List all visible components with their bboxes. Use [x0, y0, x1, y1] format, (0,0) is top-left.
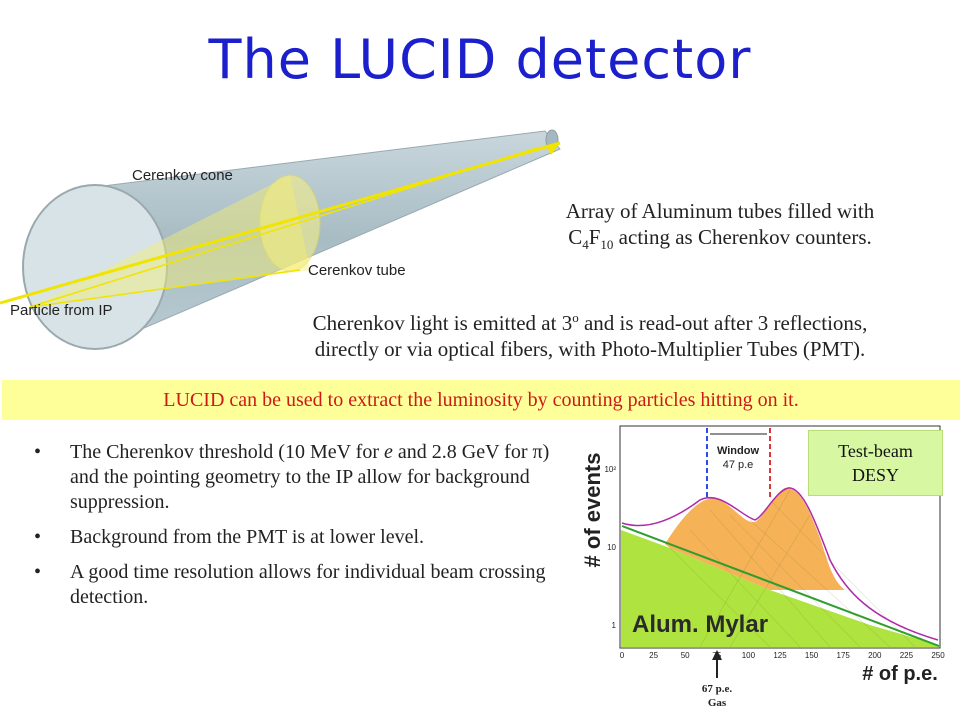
x-tick-label: 100 — [742, 651, 756, 660]
light-line1: Cherenkov light is emitted at 3o and is … — [312, 310, 868, 335]
particle-arrow-head — [546, 143, 560, 155]
annotation-text: Alum. Mylar — [632, 611, 768, 638]
x-tick-label: 250 — [931, 651, 945, 660]
page-title: The LUCID detector — [208, 28, 752, 91]
cerenkov-cone-label: Cerenkov cone — [132, 167, 233, 184]
light-line2: directly or via optical fibers, with Pho… — [314, 337, 866, 361]
y-axis-label: # of events — [580, 453, 605, 568]
bullet-threshold: The Cherenkov threshold (10 MeV for e an… — [30, 440, 560, 515]
bullet-list: The Cherenkov threshold (10 MeV for e an… — [30, 440, 560, 620]
cherenkov-light-description: Cherenkov light is emitted at 3o and is … — [225, 305, 955, 362]
luminosity-highlight: LUCID can be used to extract the luminos… — [2, 380, 960, 420]
x-tick-label: 175 — [837, 651, 851, 660]
testbeam-box: Test-beam DESY — [808, 430, 943, 496]
y-tick-100: 10² — [604, 465, 616, 474]
x-tick-label: 125 — [773, 651, 787, 660]
x-ticks: 0255075100125150175200225250 — [620, 651, 945, 660]
bullet-background: Background from the PMT is at lower leve… — [30, 525, 560, 550]
gas-label: Gas — [708, 697, 727, 709]
x-tick-label: 50 — [681, 651, 690, 660]
gas-value: 67 p.e. — [702, 683, 733, 695]
x-tick-label: 150 — [805, 651, 819, 660]
x-tick-label: 0 — [620, 651, 625, 660]
x-tick-label: 225 — [900, 651, 914, 660]
cerenkov-tube-diagram: Cerenkov cone Cerenkov tube Particle fro… — [0, 129, 561, 350]
testbeam-line2: DESY — [851, 465, 899, 485]
array-line2: C4F10 acting as Cherenkov counters. — [568, 225, 872, 253]
fit-curve-background — [621, 525, 940, 647]
fit-curve-total — [621, 487, 939, 641]
array-description: Array of Aluminum tubes filled with C4F1… — [500, 198, 940, 258]
tube-end-ellipse — [22, 184, 168, 350]
particle-label: Particle from IP — [10, 302, 113, 319]
x-axis-label: # of p.e. — [862, 663, 938, 685]
cerenkov-tube-label: Cerenkov tube — [308, 262, 406, 279]
x-tick-label: 25 — [649, 651, 658, 660]
background-fill — [621, 530, 939, 647]
window-value: 47 p.e — [723, 459, 754, 471]
window-label: Window — [717, 445, 759, 457]
signal-fill — [665, 487, 845, 590]
bullet-time-resolution: A good time resolution allows for indivi… — [30, 560, 560, 610]
testbeam-line1: Test-beam — [838, 441, 913, 461]
y-tick-10: 10 — [607, 543, 616, 552]
array-line1: Array of Aluminum tubes filled with — [565, 199, 875, 223]
y-tick-1: 1 — [612, 621, 617, 630]
x-tick-label: 200 — [868, 651, 882, 660]
y-ticks: 1 10 10² — [604, 465, 616, 630]
